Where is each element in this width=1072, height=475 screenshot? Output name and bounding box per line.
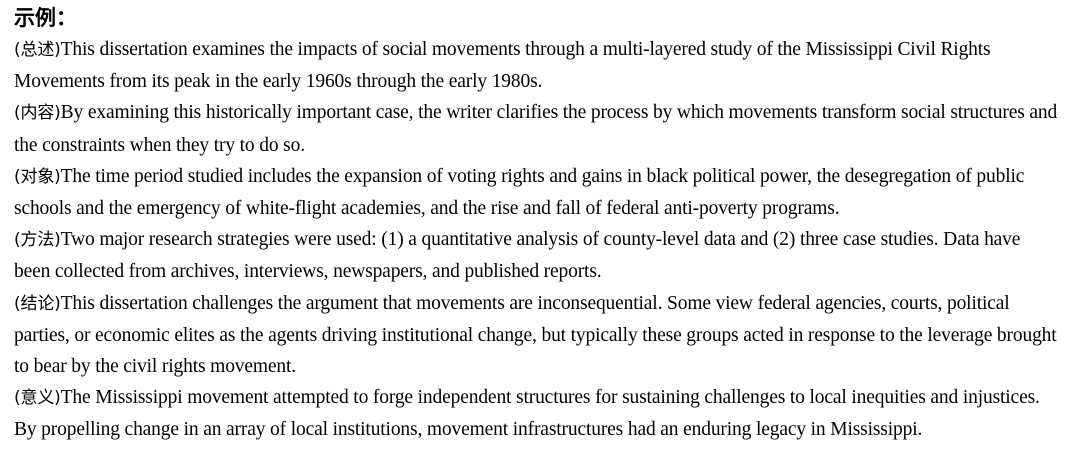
paragraph-text: This dissertation examines the impacts o… — [14, 39, 991, 93]
paragraph-conclusion: (结论)This dissertation challenges the arg… — [14, 288, 1058, 383]
paragraph-tag: (总述) — [14, 40, 61, 60]
paragraph-text: The time period studied includes the exp… — [14, 165, 1025, 220]
paragraph-text: The Mississippi movement attempted to fo… — [14, 387, 1040, 441]
paragraph-text: Two major research strategies were used:… — [14, 229, 1021, 283]
paragraph-tag: (方法) — [14, 230, 61, 251]
document-body: 示例： (总述)This dissertation examines the i… — [14, 6, 1058, 445]
paragraph-tag: (内容) — [14, 103, 61, 124]
paragraph-summary: (总述)This dissertation examines the impac… — [14, 34, 1058, 97]
paragraph-method: (方法)Two major research strategies were u… — [14, 224, 1058, 287]
paragraph-text: This dissertation challenges the argumen… — [14, 292, 1057, 378]
example-heading: 示例： — [14, 6, 77, 30]
paragraph-object: (对象)The time period studied includes the… — [14, 161, 1058, 224]
paragraph-text: By examining this historically important… — [14, 102, 1058, 156]
paragraph-tag: (意义) — [14, 388, 61, 409]
paragraph-significance: (意义)The Mississippi movement attempted t… — [14, 382, 1058, 445]
paragraph-content: (内容)By examining this historically impor… — [14, 97, 1058, 160]
paragraph-tag: (对象) — [14, 166, 61, 187]
paragraph-tag: (结论) — [14, 293, 61, 314]
